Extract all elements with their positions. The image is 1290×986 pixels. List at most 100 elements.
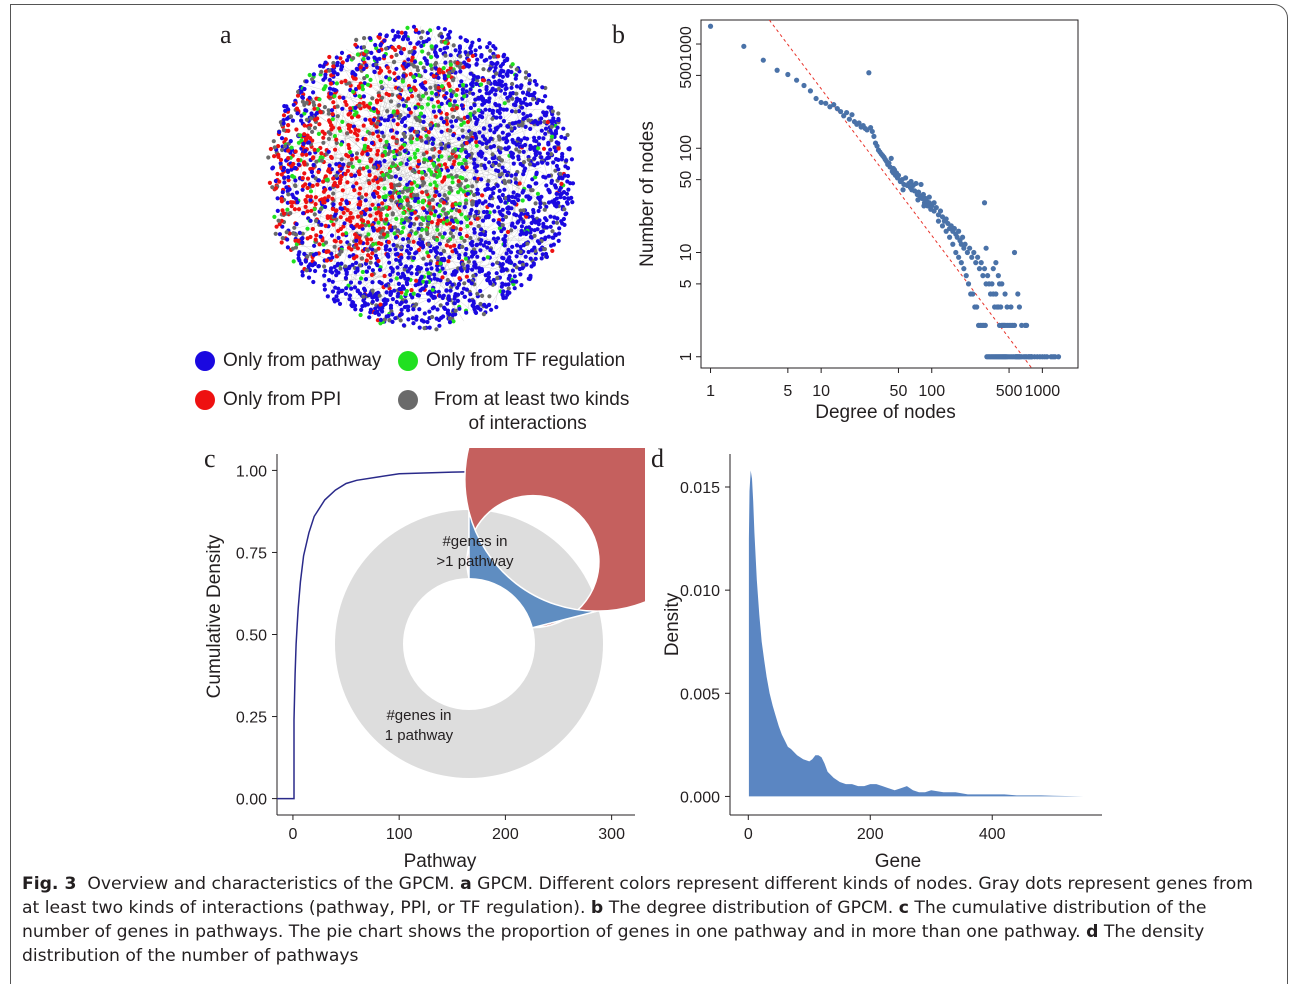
network-node — [360, 83, 365, 89]
network-node — [505, 229, 511, 235]
network-node — [355, 52, 360, 57]
network-node — [354, 181, 359, 186]
caption-fig-label: Fig. 3 — [22, 874, 77, 894]
network-node — [300, 95, 305, 100]
network-node — [529, 220, 534, 226]
network-node — [367, 131, 372, 136]
network-node — [566, 187, 571, 192]
network-node — [436, 123, 441, 128]
network-node — [479, 267, 484, 272]
network-node — [347, 297, 352, 302]
network-node — [540, 85, 545, 90]
network-node — [392, 231, 397, 236]
network-node — [517, 181, 522, 186]
network-node — [448, 244, 453, 249]
scatter-point — [961, 266, 967, 272]
network-node — [428, 205, 433, 210]
network-node — [396, 166, 401, 171]
scatter-point — [971, 249, 977, 256]
network-node — [551, 235, 556, 240]
network-node — [456, 183, 461, 188]
network-node — [339, 197, 345, 202]
network-node — [556, 167, 561, 172]
network-node — [519, 83, 524, 88]
network-node — [506, 197, 511, 203]
network-node — [292, 166, 297, 171]
network-node — [424, 91, 429, 96]
scatter-point — [760, 57, 766, 63]
scatter-point — [774, 67, 780, 73]
network-node — [370, 299, 375, 304]
scatter-point — [741, 43, 747, 49]
network-node — [313, 268, 318, 274]
network-node — [514, 91, 519, 96]
network-node — [336, 290, 341, 295]
network-node — [495, 183, 500, 188]
network-node — [404, 248, 409, 253]
network-node — [365, 248, 370, 253]
network-node — [505, 206, 510, 211]
network-node — [295, 200, 300, 205]
network-node — [465, 191, 470, 196]
network-node — [367, 181, 372, 186]
network-node — [435, 261, 440, 266]
network-node — [375, 191, 380, 196]
network-node — [538, 205, 543, 210]
network-node — [285, 168, 290, 173]
network-node — [550, 119, 555, 124]
network-node — [313, 237, 318, 242]
network-node — [323, 84, 328, 89]
network-node — [414, 216, 419, 221]
network-node — [339, 50, 345, 56]
network-node — [432, 173, 437, 178]
scatter-point — [844, 109, 850, 116]
network-node — [521, 149, 526, 154]
network-node — [294, 127, 299, 132]
network-node — [428, 291, 433, 296]
network-node — [397, 182, 402, 187]
network-node — [442, 305, 447, 310]
y-tick-label: 500 — [678, 62, 695, 89]
network-node — [497, 209, 502, 214]
network-node — [552, 183, 558, 188]
network-node — [418, 97, 423, 102]
network-node — [498, 146, 504, 151]
network-node — [308, 197, 313, 203]
network-node — [335, 184, 340, 189]
network-node — [463, 50, 468, 55]
caption-text-d: The density distribution of the number o… — [22, 922, 1205, 966]
network-node — [361, 101, 366, 106]
network-node — [523, 70, 529, 75]
network-node — [316, 178, 321, 183]
network-node — [415, 137, 420, 142]
network-node — [346, 154, 351, 159]
network-node — [348, 150, 353, 155]
network-edge — [343, 170, 370, 266]
network-node — [478, 149, 483, 154]
network-node — [449, 165, 454, 170]
network-node — [500, 192, 505, 198]
network-node — [531, 217, 536, 223]
network-node — [442, 175, 447, 180]
network-node — [502, 187, 507, 192]
network-node — [350, 70, 355, 75]
network-node — [373, 217, 378, 222]
network-node — [531, 210, 536, 215]
network-node — [317, 97, 322, 102]
network-node — [270, 165, 276, 170]
network-node — [483, 156, 488, 162]
network-node — [398, 95, 403, 100]
network-node — [351, 76, 357, 81]
scatter-point — [937, 208, 944, 214]
network-node — [475, 117, 480, 122]
network-node — [536, 98, 542, 103]
network-node — [452, 296, 457, 301]
network-node — [420, 29, 425, 34]
network-node — [437, 317, 442, 323]
network-node — [409, 271, 414, 276]
network-node — [357, 191, 362, 196]
network-node — [500, 130, 505, 135]
network-node — [354, 254, 359, 259]
network-node — [523, 166, 528, 171]
network-node — [370, 280, 375, 285]
